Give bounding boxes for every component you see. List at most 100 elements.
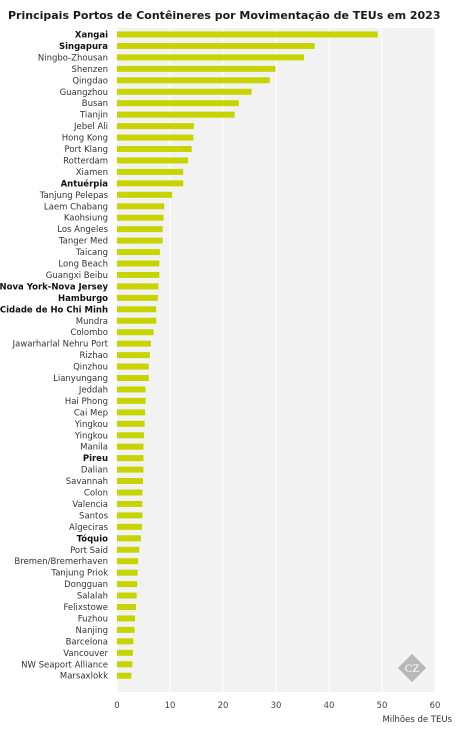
bar	[117, 340, 151, 347]
bar	[117, 237, 163, 244]
x-tick-label: 60	[430, 701, 441, 711]
bar	[117, 512, 143, 519]
category-label: Savannah	[66, 477, 108, 487]
bar	[117, 363, 149, 370]
bar	[117, 604, 137, 610]
bar	[117, 581, 138, 588]
bar	[117, 558, 139, 565]
bar	[117, 134, 194, 141]
category-label: Long Beach	[58, 260, 108, 270]
category-label: Guangxi Beibu	[46, 271, 108, 281]
watermark-logo: CZ	[397, 653, 427, 683]
category-label: Pireu	[83, 454, 108, 464]
category-label: Mundra	[76, 317, 108, 327]
bar	[117, 214, 164, 221]
category-label: Dongguan	[64, 580, 108, 590]
category-label: Nanjing	[76, 626, 108, 636]
x-tick-label: 10	[165, 701, 176, 711]
bar	[117, 397, 146, 404]
bar	[117, 329, 154, 336]
bar	[117, 203, 165, 210]
bar	[117, 478, 143, 485]
bar	[117, 432, 145, 439]
bar	[117, 146, 192, 152]
bar	[117, 260, 160, 267]
bar	[117, 249, 160, 256]
category-label: Hong Kong	[62, 134, 108, 144]
bar	[117, 409, 146, 416]
x-tick-label: 0	[114, 701, 119, 711]
bar	[117, 42, 315, 49]
bar	[117, 226, 163, 233]
category-label: Ningbo-Zhousan	[38, 53, 108, 63]
bar	[117, 294, 158, 301]
bar	[117, 386, 146, 393]
category-label: Felixstowe	[63, 603, 108, 613]
chart-title: Principais Portos de Contêineres por Mov…	[8, 9, 441, 22]
category-label: Tanger Med	[58, 237, 108, 247]
category-label: Qingdao	[72, 76, 108, 86]
category-label: Kaohsiung	[64, 214, 108, 224]
bar	[117, 352, 150, 359]
bar	[117, 100, 239, 107]
bar	[117, 180, 184, 187]
bar	[117, 191, 173, 198]
category-label: Santos	[79, 511, 109, 521]
category-label: Valencia	[72, 500, 108, 510]
category-label: Taicang	[75, 248, 108, 258]
bar	[117, 157, 189, 164]
bar	[117, 54, 305, 61]
category-label: Cai Mep	[74, 408, 108, 418]
category-label: Cidade de Ho Chi Minh	[0, 305, 108, 315]
bar	[117, 523, 142, 530]
category-label: Jebel Ali	[73, 122, 108, 132]
category-label: Barcelona	[66, 637, 108, 647]
bar	[117, 111, 235, 118]
bar	[117, 500, 143, 507]
category-label: Tianjin	[79, 111, 108, 121]
x-tick-labels: 0 10 20 30 40 50 60	[114, 701, 440, 711]
category-label: Port Klang	[65, 145, 108, 155]
bar	[117, 306, 157, 313]
bar	[117, 455, 144, 462]
category-label: Port Said	[70, 546, 108, 556]
category-label: Fuzhou	[78, 614, 108, 624]
category-label: Shenzen	[72, 65, 108, 75]
category-label: Algeciras	[69, 523, 109, 533]
x-axis-title: Milhões de TEUs	[382, 715, 452, 725]
bar	[117, 592, 137, 599]
bars	[117, 31, 378, 679]
category-label: Singapura	[59, 42, 108, 52]
watermark-text: CZ	[405, 664, 420, 675]
category-label: Rotterdam	[63, 156, 108, 166]
category-label: Rizhao	[79, 351, 108, 361]
bar	[117, 615, 136, 622]
category-label: Guangzhou	[60, 88, 108, 98]
bar	[117, 65, 276, 72]
bar	[117, 123, 194, 130]
category-label: Colon	[84, 489, 108, 499]
bar	[117, 626, 135, 633]
category-label: Qinzhou	[73, 363, 108, 373]
category-label: Vancouver	[63, 649, 108, 659]
category-label: NW Seaport Alliance	[21, 660, 108, 670]
category-label: Busan	[82, 99, 108, 109]
bar	[117, 569, 138, 576]
category-label: Dalian	[81, 466, 108, 476]
category-label: Los Angeles	[57, 225, 108, 235]
bar	[117, 168, 184, 175]
bar	[117, 31, 378, 38]
bar	[117, 638, 134, 645]
bar	[117, 649, 133, 656]
category-label: Jeddah	[78, 385, 108, 395]
bar	[117, 77, 270, 84]
category-label: Hamburgo	[58, 294, 108, 304]
x-tick-label: 30	[271, 701, 282, 711]
category-label: Xangai	[75, 31, 108, 41]
category-label: Manila	[80, 443, 108, 453]
x-tick-label: 20	[218, 701, 229, 711]
category-label: Tóquio	[77, 533, 109, 544]
category-label: Lianyungang	[53, 374, 108, 384]
